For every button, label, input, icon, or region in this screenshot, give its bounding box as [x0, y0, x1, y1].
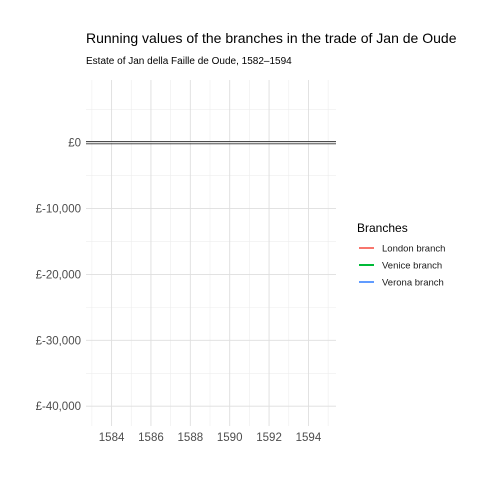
- zero-line: [86, 140, 336, 145]
- x-tick-label: 1584: [99, 432, 125, 444]
- x-axis: 1584 1586 1588 1590 1592 1594: [99, 432, 322, 444]
- x-tick-label: 1588: [178, 432, 204, 444]
- y-tick-label: £-30,000: [36, 335, 81, 347]
- x-tick-label: 1590: [217, 432, 243, 444]
- legend-label: London branch: [382, 244, 445, 255]
- chart-title: Running values of the branches in the tr…: [86, 30, 457, 46]
- y-tick-label: £0: [68, 138, 81, 150]
- legend: Branches London branch Venice branch Veron…: [357, 221, 445, 289]
- chart-subtitle: Estate of Jan della Faille de Oude, 1582…: [86, 56, 292, 67]
- grid: [86, 80, 336, 426]
- x-tick-label: 1586: [138, 432, 164, 444]
- y-tick-label: £-10,000: [36, 204, 81, 216]
- x-tick-label: 1592: [256, 432, 282, 444]
- y-tick-label: £-20,000: [36, 269, 81, 281]
- y-axis: £0 £-10,000 £-20,000 £-30,000 £-40,000: [36, 138, 81, 414]
- y-tick-label: £-40,000: [36, 401, 81, 413]
- legend-label: Verona branch: [382, 278, 444, 289]
- x-tick-label: 1594: [296, 432, 322, 444]
- legend-label: Venice branch: [382, 261, 442, 272]
- legend-title: Branches: [357, 221, 408, 235]
